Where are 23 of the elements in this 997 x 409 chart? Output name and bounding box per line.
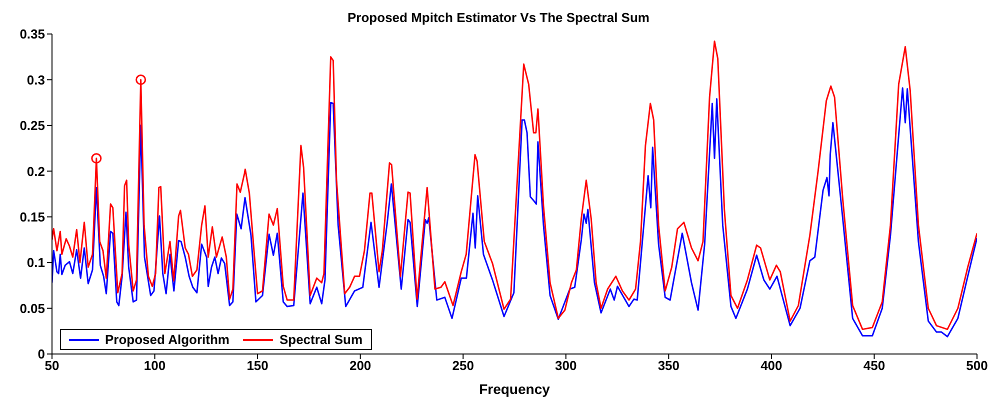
y-tick-label: 0.1	[26, 255, 45, 270]
x-tick-label: 250	[452, 358, 474, 374]
x-tick-label: 200	[349, 358, 372, 374]
y-tick-label: 0.05	[20, 300, 45, 316]
x-tick-label: 300	[555, 358, 577, 374]
x-tick-label: 450	[863, 358, 886, 374]
y-tick-label: 0	[38, 346, 45, 362]
x-axis-title: Frequency	[479, 381, 550, 397]
line-series	[52, 40, 977, 330]
y-tick-label: 0.35	[20, 26, 45, 42]
x-tick-label: 150	[246, 358, 268, 374]
x-tick-label: 50	[44, 358, 60, 374]
x-tick-label: 400	[760, 358, 782, 374]
y-tick-label: 0.15	[20, 209, 45, 224]
x-tick-label: 350	[658, 358, 680, 374]
x-tick-label: 500	[966, 358, 988, 374]
legend-label: Spectral Sum	[279, 332, 363, 347]
y-tick-label: 0.25	[20, 118, 45, 134]
chart-title: Proposed Mpitch Estimator Vs The Spectral Sum	[346, 9, 650, 27]
x-tick-label: 100	[144, 358, 166, 374]
y-tick-label: 0.2	[26, 164, 45, 179]
y-tick-label: 0.3	[26, 72, 45, 88]
legend-label: Proposed Algorithm	[105, 332, 230, 347]
